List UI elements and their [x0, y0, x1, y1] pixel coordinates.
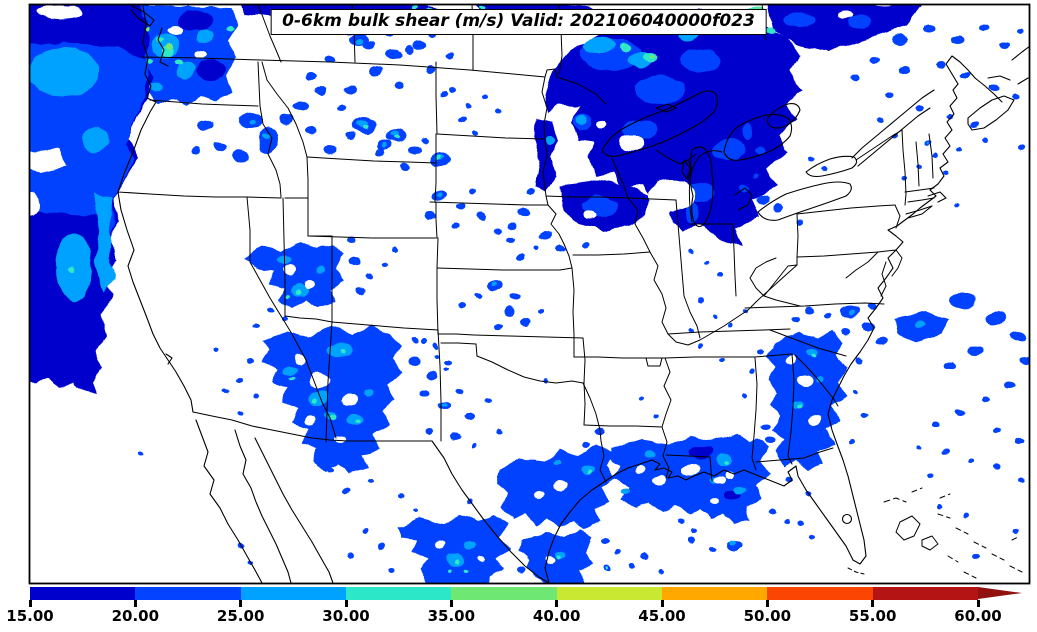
colorbar-tick-label: 30.00 — [322, 607, 370, 625]
colorbar-tick-label: 50.00 — [743, 607, 792, 625]
rio-grande — [431, 440, 550, 583]
colorbar-tick-label: 45.00 — [638, 607, 686, 625]
colorbar — [30, 587, 978, 600]
colorbar-segment — [872, 587, 978, 600]
maine-coast — [945, 55, 976, 85]
shear-contours — [30, 5, 1029, 583]
colorbar-segment — [240, 587, 346, 600]
shear-band-15-overlay — [178, 11, 740, 500]
puget-sound — [157, 27, 169, 67]
gulf-st-lawrence-2 — [1017, 77, 1029, 85]
colorbar-tick-mark — [344, 600, 348, 607]
colorbar-tick-mark — [871, 600, 875, 607]
contour-holes — [30, 5, 853, 563]
st-lawrence-north — [851, 89, 935, 159]
cape-cod — [927, 191, 947, 203]
colorbar-tick-label: 40.00 — [532, 607, 581, 625]
colorbar-tick-mark — [28, 600, 32, 607]
colorbar-segment — [556, 587, 662, 600]
gulf-coast — [544, 459, 854, 583]
colorbar-segment — [30, 587, 136, 600]
title-box: 0-6km bulk shear (m/s) Valid: 2021060400… — [270, 9, 767, 35]
islands-dashed — [847, 487, 1023, 579]
colorbar-segment — [451, 587, 557, 600]
gulf-st-lawrence-1 — [1011, 46, 1029, 61]
pacific-coast — [117, 5, 194, 413]
colorbar-tick-mark — [449, 600, 453, 607]
vancouver-island — [130, 5, 155, 27]
baja-outer-coast — [195, 419, 263, 583]
map-title: 0-6km bulk shear (m/s) Valid: 2021060400… — [282, 11, 755, 31]
colorbar-overflow-arrow — [978, 587, 1022, 599]
baja-inner-coast — [234, 429, 292, 583]
colorbar-tick-label: 60.00 — [954, 607, 1002, 625]
colorbar-segment — [661, 587, 768, 600]
colorbar-tick-mark — [239, 600, 243, 607]
colorbar-tick-mark — [765, 600, 769, 607]
lake-huron — [723, 113, 793, 161]
georgian-bay — [766, 103, 801, 129]
map-frame — [28, 3, 1031, 585]
st-lawrence-south — [857, 107, 931, 167]
lake-ontario — [805, 155, 858, 178]
colorbar-segment — [767, 587, 873, 600]
colorbar-tick-mark — [555, 600, 559, 607]
nova-scotia — [967, 95, 1015, 131]
colorbar-segment — [135, 587, 241, 600]
colorbar-tick-mark — [660, 600, 664, 607]
lake-superior — [601, 90, 719, 157]
pei — [987, 75, 1011, 81]
lake-erie — [757, 181, 852, 221]
colorbar-segment — [345, 587, 452, 600]
state-borders — [117, 5, 935, 483]
atlantic-coast — [827, 83, 959, 565]
sf-bay — [165, 353, 173, 365]
isle-royale — [655, 103, 677, 113]
long-island — [905, 205, 933, 219]
colorbar-tick-label: 35.00 — [427, 607, 476, 625]
colorbar-tick-label: 15.00 — [6, 607, 54, 625]
coastlines — [117, 5, 1029, 583]
colorbar-tick-label: 20.00 — [111, 607, 160, 625]
us-mexico-border — [192, 411, 433, 442]
mexico-mainland-coast — [254, 437, 334, 583]
colorbar-tick-label: 25.00 — [216, 607, 265, 625]
colorbar-tick-label: 55.00 — [848, 607, 897, 625]
colorbar-ticks: 15.00 20.00 25.00 30.00 35.00 40.00 45.00 50.00… — [6, 600, 1002, 630]
green-bay — [681, 159, 691, 181]
colorbar-tick-mark — [976, 600, 980, 607]
colorbar-tick-mark — [133, 600, 137, 607]
lake-okeechobee — [841, 513, 853, 525]
